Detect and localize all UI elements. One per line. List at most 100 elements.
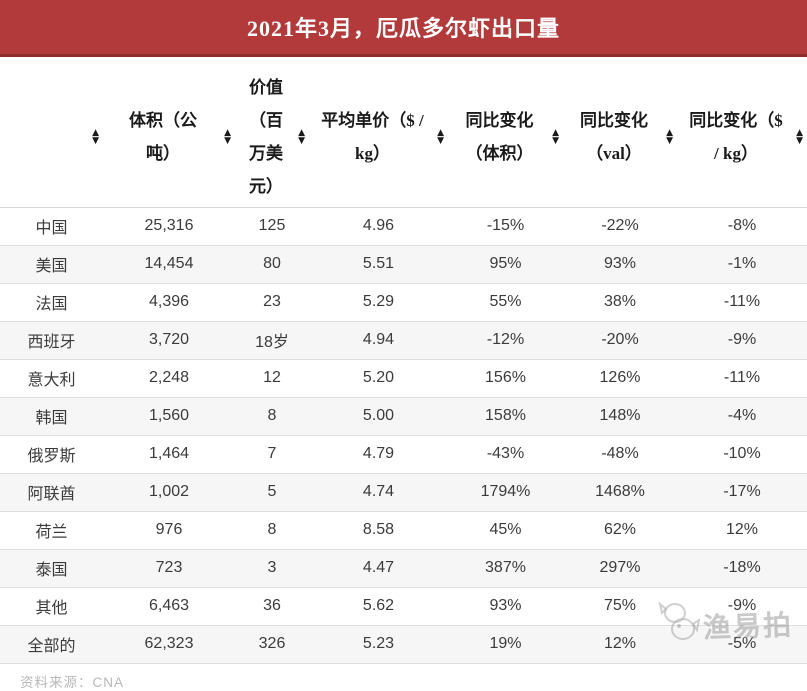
value-cell: 5.62	[309, 587, 448, 626]
country-cell: 韩国	[0, 397, 103, 436]
source-note: 资料来源：CNA	[20, 674, 125, 690]
column-header-2[interactable]: 价值 （百 万美 元） ▲ ▼	[235, 68, 309, 208]
value-cell: -20%	[563, 321, 677, 360]
value-cell: -10%	[677, 435, 807, 474]
export-table: ▲ ▼ 体积（公 吨） ▲ ▼ 价值 （百 万美 元） ▲ ▼ 平均单价（$ / kg） ▲ ▼ 同比…	[0, 68, 807, 664]
sort-icon[interactable]: ▲ ▼	[298, 128, 305, 147]
sort-icon[interactable]: ▲ ▼	[92, 128, 99, 147]
value-cell: 5.00	[309, 397, 448, 436]
table-row: 俄罗斯 1,464 7 4.79 -43% -48% -10%	[0, 435, 807, 474]
table-row: 阿联酋 1,002 5 4.74 1794% 1468% -17%	[0, 473, 807, 512]
value-cell: -5%	[677, 625, 807, 664]
table-row: 其他 6,463 36 5.62 93% 75% -9%	[0, 587, 807, 626]
value-cell: -9%	[677, 321, 807, 360]
value-cell: 5	[235, 473, 309, 512]
value-cell: 126%	[563, 359, 677, 398]
value-cell: 8	[235, 511, 309, 550]
value-cell: 62,323	[103, 625, 235, 664]
country-cell: 中国	[0, 207, 103, 246]
value-cell: -11%	[677, 359, 807, 398]
value-cell: 4.47	[309, 549, 448, 588]
value-cell: 1794%	[448, 473, 563, 512]
value-cell: 12%	[563, 625, 677, 664]
value-cell: 18岁	[235, 321, 309, 360]
value-cell: 4.96	[309, 207, 448, 246]
value-cell: 976	[103, 511, 235, 550]
value-cell: 55%	[448, 283, 563, 322]
sort-icon[interactable]: ▲ ▼	[796, 128, 803, 147]
country-cell: 全部的	[0, 625, 103, 664]
value-cell: 6,463	[103, 587, 235, 626]
value-cell: -11%	[677, 283, 807, 322]
sort-icon[interactable]: ▲ ▼	[666, 128, 673, 147]
column-header-4[interactable]: 同比变化 （体积） ▲ ▼	[448, 68, 563, 208]
value-cell: -8%	[677, 207, 807, 246]
value-cell: 723	[103, 549, 235, 588]
column-label: 体积（公 吨）	[129, 111, 197, 164]
column-label: 价值 （百 万美 元）	[249, 78, 283, 197]
table-row: 全部的 62,323 326 5.23 19% 12% -5%	[0, 625, 807, 664]
country-cell: 美国	[0, 245, 103, 284]
value-cell: 14,454	[103, 245, 235, 284]
column-label: 平均单价（$ / kg）	[321, 111, 424, 164]
table-row: 意大利 2,248 12 5.20 156% 126% -11%	[0, 359, 807, 398]
country-cell: 其他	[0, 587, 103, 626]
value-cell: 158%	[448, 397, 563, 436]
value-cell: -48%	[563, 435, 677, 474]
value-cell: 148%	[563, 397, 677, 436]
table-row: 韩国 1,560 8 5.00 158% 148% -4%	[0, 397, 807, 436]
value-cell: 93%	[563, 245, 677, 284]
value-cell: 36	[235, 587, 309, 626]
column-header-6[interactable]: 同比变化（$ / kg） ▲ ▼	[677, 68, 807, 208]
value-cell: 5.29	[309, 283, 448, 322]
sort-icon[interactable]: ▲ ▼	[224, 128, 231, 147]
column-label: 同比变化 （体积）	[465, 111, 534, 164]
value-cell: 2,248	[103, 359, 235, 398]
value-cell: 23	[235, 283, 309, 322]
value-cell: 5.51	[309, 245, 448, 284]
value-cell: 4.74	[309, 473, 448, 512]
value-cell: 156%	[448, 359, 563, 398]
table-row: 泰国 723 3 4.47 387% 297% -18%	[0, 549, 807, 588]
value-cell: 1,560	[103, 397, 235, 436]
table-body: 中国 25,316 125 4.96 -15% -22% -8% 美国 14,454 80 5.51…	[0, 207, 807, 664]
value-cell: 8	[235, 397, 309, 436]
value-cell: 4.79	[309, 435, 448, 474]
title-banner: 2021年3月，厄瓜多尔虾出口量	[0, 0, 807, 57]
table-row: 中国 25,316 125 4.96 -15% -22% -8%	[0, 207, 807, 246]
value-cell: 75%	[563, 587, 677, 626]
table-row: 美国 14,454 80 5.51 95% 93% -1%	[0, 245, 807, 284]
value-cell: 3,720	[103, 321, 235, 360]
sort-icon[interactable]: ▲ ▼	[437, 128, 444, 147]
value-cell: -9%	[677, 587, 807, 626]
value-cell: 7	[235, 435, 309, 474]
value-cell: 62%	[563, 511, 677, 550]
value-cell: 12%	[677, 511, 807, 550]
value-cell: -4%	[677, 397, 807, 436]
column-header-0[interactable]: ▲ ▼	[0, 68, 103, 208]
sort-icon[interactable]: ▲ ▼	[552, 128, 559, 147]
value-cell: 19%	[448, 625, 563, 664]
column-header-1[interactable]: 体积（公 吨） ▲ ▼	[103, 68, 235, 208]
column-label: 同比变化（$ / kg）	[689, 111, 783, 164]
country-cell: 意大利	[0, 359, 103, 398]
value-cell: 95%	[448, 245, 563, 284]
value-cell: 1468%	[563, 473, 677, 512]
value-cell: 4.94	[309, 321, 448, 360]
column-header-5[interactable]: 同比变化 （val） ▲ ▼	[563, 68, 677, 208]
value-cell: 93%	[448, 587, 563, 626]
value-cell: -43%	[448, 435, 563, 474]
value-cell: 8.58	[309, 511, 448, 550]
table-row: 西班牙 3,720 18岁 4.94 -12% -20% -9%	[0, 321, 807, 360]
value-cell: 45%	[448, 511, 563, 550]
table-row: 法国 4,396 23 5.29 55% 38% -11%	[0, 283, 807, 322]
value-cell: 80	[235, 245, 309, 284]
value-cell: -15%	[448, 207, 563, 246]
country-cell: 法国	[0, 283, 103, 322]
header-row: ▲ ▼ 体积（公 吨） ▲ ▼ 价值 （百 万美 元） ▲ ▼ 平均单价（$ / kg） ▲ ▼ 同比…	[0, 68, 807, 208]
value-cell: 5.20	[309, 359, 448, 398]
country-cell: 阿联酋	[0, 473, 103, 512]
country-cell: 荷兰	[0, 511, 103, 550]
value-cell: 12	[235, 359, 309, 398]
column-header-3[interactable]: 平均单价（$ / kg） ▲ ▼	[309, 68, 448, 208]
